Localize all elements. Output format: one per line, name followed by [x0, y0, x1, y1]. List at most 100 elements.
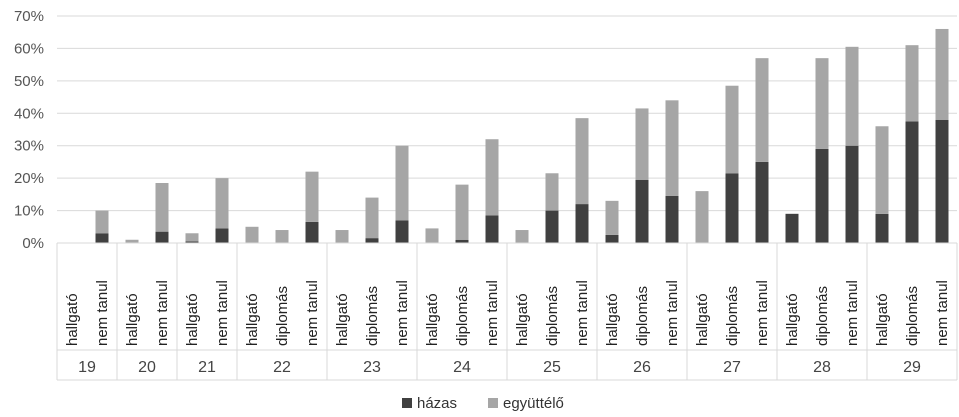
bar-hazas	[605, 234, 619, 243]
y-axis: 0% 10% 20% 30% 40% 50% 60% 70%	[14, 8, 44, 252]
x-category-label: diplomás	[274, 286, 291, 346]
y-tick-label: 30%	[14, 138, 44, 155]
gridlines	[57, 15, 957, 244]
x-category-label: diplomás	[364, 286, 381, 346]
x-group-label: 29	[903, 359, 921, 376]
bars	[95, 28, 949, 243]
bar-egyutt	[275, 230, 289, 243]
bar-hazas	[215, 228, 229, 243]
bar-egyutt	[335, 230, 349, 243]
bar-egyutt	[755, 58, 769, 162]
bar-hazas	[185, 241, 199, 243]
legend-swatch-egyutt	[488, 398, 498, 408]
bar-egyutt	[695, 191, 709, 243]
x-category-label: nem tanul	[214, 280, 231, 346]
x-category-label: nem tanul	[304, 280, 321, 346]
bar-egyutt	[935, 28, 949, 120]
x-group-label: 20	[138, 359, 156, 376]
x-category-label: diplomás	[634, 286, 651, 346]
y-tick-label: 60%	[14, 40, 44, 57]
x-category-label: nem tanul	[484, 280, 501, 346]
bar-hazas	[545, 210, 559, 243]
bar-hazas	[155, 231, 169, 243]
bar-hazas	[875, 213, 889, 243]
legend-label-egyutt: együttélő	[503, 395, 564, 412]
bar-egyutt	[725, 85, 739, 174]
bar-egyutt	[845, 46, 859, 146]
bar-egyutt	[185, 233, 199, 242]
bar-egyutt	[815, 58, 829, 149]
bar-hazas	[365, 238, 379, 243]
x-category-label: nem tanul	[154, 280, 171, 346]
bar-hazas	[755, 161, 769, 243]
x-category-label: hallgató	[184, 293, 201, 346]
x-category-label: diplomás	[904, 286, 921, 346]
x-group-label: 26	[633, 359, 651, 376]
x-category-label: nem tanul	[844, 280, 861, 346]
bar-egyutt	[425, 228, 439, 243]
bar-egyutt	[545, 173, 559, 211]
x-group-label: 24	[453, 359, 471, 376]
bar-egyutt	[95, 210, 109, 234]
bar-egyutt	[605, 200, 619, 235]
bar-egyutt	[215, 178, 229, 229]
bar-hazas	[395, 220, 409, 243]
legend: házas együttélő	[402, 395, 564, 412]
x-category-label: hallgató	[424, 293, 441, 346]
x-category-label: diplomás	[454, 286, 471, 346]
bar-egyutt	[485, 139, 499, 216]
bar-egyutt	[665, 100, 679, 196]
bar-egyutt	[125, 239, 139, 243]
bar-hazas	[305, 221, 319, 243]
bar-egyutt	[155, 183, 169, 232]
x-category-label: hallgató	[334, 293, 351, 346]
x-axis: hallgató nem tanul hallgató nem tanul hallga…	[56, 242, 958, 381]
x-category-label: diplomás	[544, 286, 561, 346]
bar-egyutt	[575, 118, 589, 205]
bar-hazas	[665, 195, 679, 243]
bar-egyutt	[305, 171, 319, 222]
bar-hazas	[95, 233, 109, 243]
bar-egyutt	[905, 45, 919, 122]
x-category-label: hallgató	[604, 293, 621, 346]
y-tick-label: 70%	[14, 8, 44, 25]
bar-hazas	[635, 179, 649, 243]
y-tick-label: 10%	[14, 203, 44, 220]
x-category-label: hallgató	[244, 293, 261, 346]
bar-hazas	[575, 204, 589, 243]
bar-hazas	[455, 239, 469, 243]
x-category-label: hallgató	[694, 293, 711, 346]
x-category-label: nem tanul	[574, 280, 591, 346]
bar-egyutt	[515, 230, 529, 243]
x-category-label: hallgató	[784, 293, 801, 346]
x-group-label: 28	[813, 359, 831, 376]
x-category-label: nem tanul	[394, 280, 411, 346]
bar-egyutt	[245, 226, 259, 243]
y-tick-label: 0%	[22, 235, 44, 252]
bar-hazas	[935, 119, 949, 243]
bar-hazas	[815, 148, 829, 243]
x-category-label: diplomás	[814, 286, 831, 346]
legend-label-hazas: házas	[417, 395, 457, 412]
x-group-label: 25	[543, 359, 561, 376]
x-category-label: nem tanul	[754, 280, 771, 346]
x-category-label: hallgató	[64, 293, 81, 346]
x-category-label: nem tanul	[94, 280, 111, 346]
x-group-label: 27	[723, 359, 741, 376]
bar-hazas	[905, 121, 919, 243]
x-category-label: hallgató	[874, 293, 891, 346]
bar-egyutt	[875, 126, 889, 214]
x-group-label: 19	[78, 359, 96, 376]
y-tick-label: 50%	[14, 73, 44, 90]
bar-hazas	[725, 173, 739, 243]
x-category-label: hallgató	[514, 293, 531, 346]
x-group-label: 23	[363, 359, 381, 376]
bar-hazas	[485, 215, 499, 243]
bar-hazas	[785, 213, 799, 243]
y-tick-label: 40%	[14, 105, 44, 122]
x-group-label: 22	[273, 359, 291, 376]
x-category-label: diplomás	[724, 286, 741, 346]
bar-egyutt	[365, 197, 379, 239]
y-tick-label: 20%	[14, 170, 44, 187]
x-group-label: 21	[198, 359, 216, 376]
